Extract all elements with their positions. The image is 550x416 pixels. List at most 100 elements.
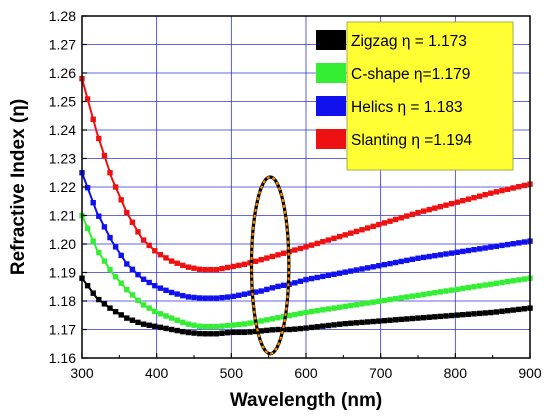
series-point bbox=[269, 327, 276, 333]
series-point bbox=[180, 292, 186, 299]
series-point bbox=[129, 266, 136, 272]
legend-label: Helics η = 1.183 bbox=[351, 99, 463, 116]
series-point bbox=[124, 261, 130, 267]
series-point bbox=[202, 323, 208, 330]
series-point bbox=[280, 313, 287, 320]
series-point bbox=[488, 309, 494, 316]
series-point bbox=[482, 282, 488, 288]
series-point bbox=[252, 328, 259, 335]
series-point bbox=[398, 316, 404, 323]
series-point bbox=[370, 299, 376, 305]
series-point bbox=[180, 319, 186, 326]
series-point bbox=[409, 315, 416, 322]
series-point bbox=[219, 265, 225, 272]
series-point bbox=[437, 252, 444, 258]
series-point bbox=[174, 317, 180, 323]
legend-swatch bbox=[316, 63, 346, 83]
legend-label: Zigzag η = 1.173 bbox=[351, 33, 467, 50]
series-point bbox=[448, 250, 455, 256]
legend: Zigzag η = 1.173 C-shape η=1.179 Helics η … bbox=[316, 21, 514, 171]
series-layer bbox=[79, 76, 533, 337]
series-point bbox=[342, 303, 348, 310]
series-point bbox=[364, 225, 371, 231]
y-tick-label: 1.21 bbox=[49, 208, 76, 224]
series-point bbox=[101, 152, 108, 159]
series-point bbox=[258, 328, 264, 334]
series-point bbox=[359, 266, 365, 272]
series-point bbox=[230, 293, 236, 300]
series-point bbox=[174, 291, 180, 297]
series-point bbox=[443, 202, 449, 208]
series-point bbox=[325, 237, 332, 243]
series-point bbox=[163, 313, 169, 319]
series-point bbox=[264, 327, 270, 334]
series-point bbox=[213, 323, 220, 330]
y-tick-label: 1.28 bbox=[49, 8, 76, 24]
series-point bbox=[398, 258, 404, 265]
series-point bbox=[376, 221, 382, 228]
series-0 bbox=[79, 275, 533, 337]
series-point bbox=[308, 242, 315, 248]
y-tick-label: 1.27 bbox=[49, 37, 76, 53]
series-point bbox=[196, 295, 203, 301]
series-point bbox=[376, 298, 382, 304]
series-point bbox=[241, 329, 248, 336]
x-tick-label: 800 bbox=[444, 365, 468, 381]
series-point bbox=[191, 265, 197, 271]
series-point bbox=[219, 323, 225, 329]
series-point bbox=[297, 278, 304, 284]
series-point bbox=[331, 271, 337, 277]
series-point bbox=[465, 247, 472, 254]
series-point bbox=[516, 277, 522, 283]
series-point bbox=[426, 253, 432, 260]
series-point bbox=[84, 185, 91, 191]
series-point bbox=[292, 247, 298, 253]
series-point bbox=[135, 319, 141, 326]
series-point bbox=[157, 311, 164, 317]
series-point bbox=[241, 291, 248, 297]
series-point bbox=[331, 305, 337, 311]
series-point bbox=[348, 302, 354, 309]
series-point bbox=[292, 311, 298, 318]
series-point bbox=[275, 326, 281, 333]
series-point bbox=[510, 185, 516, 191]
y-tick-label: 1.18 bbox=[49, 293, 76, 309]
y-tick-label: 1.19 bbox=[49, 265, 76, 281]
series-point bbox=[107, 170, 113, 176]
series-point bbox=[84, 282, 91, 289]
series-point bbox=[376, 318, 382, 324]
series-point bbox=[152, 248, 158, 254]
x-tick-label: 500 bbox=[220, 365, 244, 381]
series-point bbox=[381, 220, 388, 226]
annotation-ellipse-dashes bbox=[250, 175, 290, 355]
x-tick-label: 400 bbox=[145, 365, 169, 381]
series-point bbox=[521, 306, 528, 312]
series-point bbox=[476, 283, 483, 289]
y-tick-label: 1.25 bbox=[49, 94, 76, 110]
series-point bbox=[510, 241, 516, 247]
series-point bbox=[504, 278, 511, 285]
series-point bbox=[381, 317, 388, 324]
series-point bbox=[140, 276, 147, 282]
series-point bbox=[370, 318, 376, 325]
series-point bbox=[236, 329, 242, 336]
series-point bbox=[392, 216, 399, 223]
series-point bbox=[180, 262, 186, 269]
series-point bbox=[432, 290, 438, 296]
series-point bbox=[353, 320, 360, 326]
series-point bbox=[476, 310, 483, 317]
series-point bbox=[364, 319, 371, 325]
series-point bbox=[387, 296, 393, 303]
series-point bbox=[96, 213, 102, 219]
series-point bbox=[493, 309, 500, 315]
series-point bbox=[112, 308, 119, 315]
series-point bbox=[124, 315, 130, 321]
series-point bbox=[112, 244, 119, 250]
series-point bbox=[168, 315, 175, 321]
series-point bbox=[499, 308, 505, 315]
series-point bbox=[236, 262, 242, 269]
series-point bbox=[124, 209, 130, 216]
series-point bbox=[129, 317, 136, 323]
series-point bbox=[140, 321, 147, 327]
series-point bbox=[426, 290, 432, 297]
